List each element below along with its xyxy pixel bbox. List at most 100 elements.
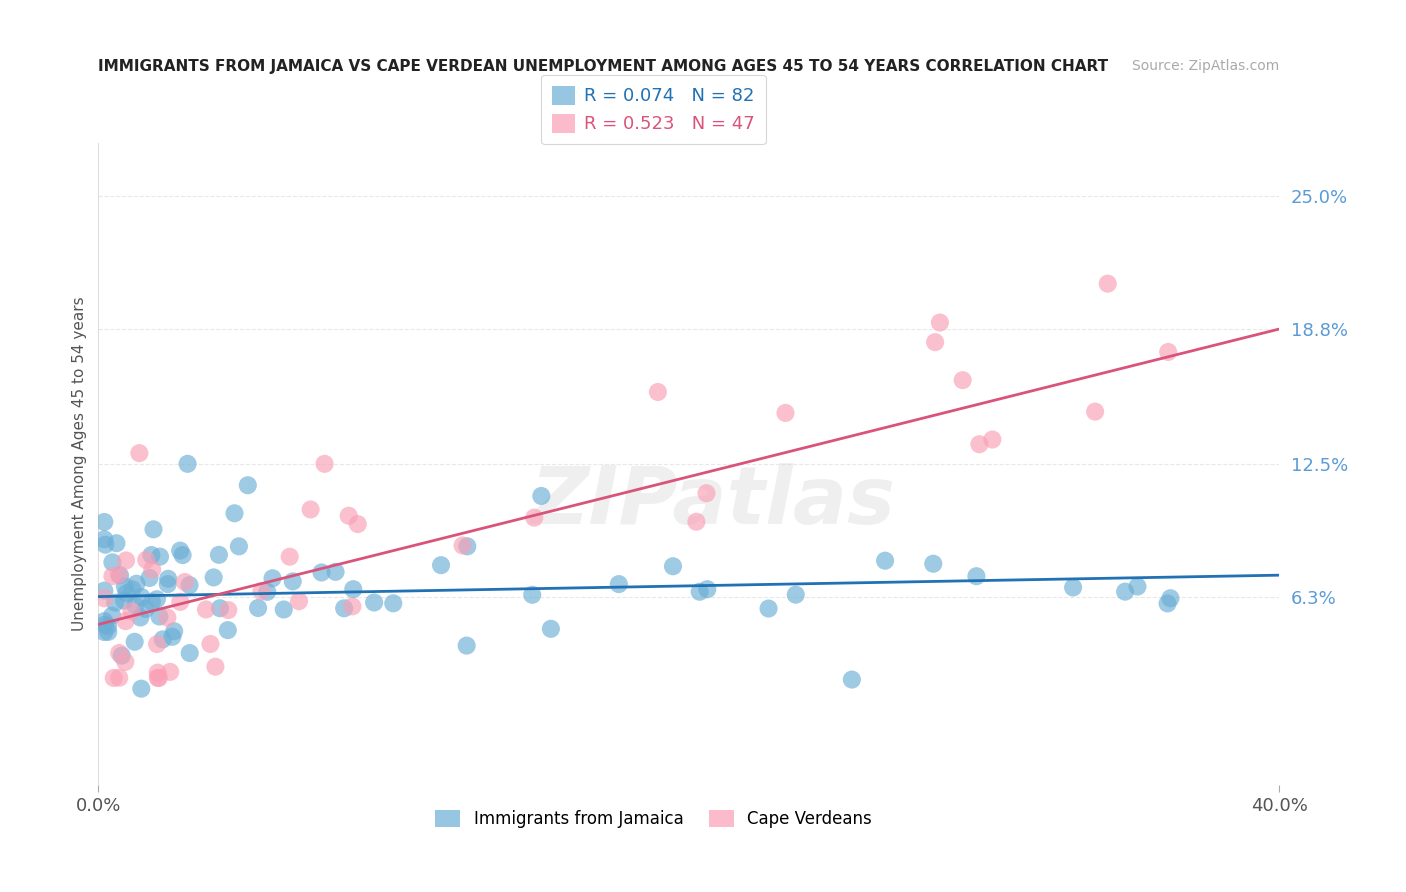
- Point: [217, 623, 239, 637]
- Point: [456, 539, 478, 553]
- Point: [159, 665, 181, 679]
- Point: [1097, 277, 1119, 291]
- Point: [141, 563, 163, 577]
- Point: [101, 608, 124, 623]
- Point: [176, 457, 198, 471]
- Point: [247, 601, 270, 615]
- Point: [689, 584, 711, 599]
- Point: [141, 595, 163, 609]
- Point: [337, 508, 360, 523]
- Point: [124, 599, 146, 613]
- Legend: Immigrants from Jamaica, Cape Verdeans: Immigrants from Jamaica, Cape Verdeans: [429, 803, 879, 834]
- Point: [202, 570, 225, 584]
- Point: [456, 639, 478, 653]
- Point: [135, 602, 157, 616]
- Point: [969, 437, 991, 451]
- Point: [965, 569, 987, 583]
- Point: [121, 604, 143, 618]
- Point: [138, 571, 160, 585]
- Point: [114, 655, 136, 669]
- Point: [875, 554, 897, 568]
- Text: ZIPatlas: ZIPatlas: [530, 463, 896, 541]
- Point: [841, 673, 863, 687]
- Point: [97, 624, 120, 639]
- Point: [1126, 580, 1149, 594]
- Point: [142, 522, 165, 536]
- Point: [288, 594, 311, 608]
- Point: [256, 585, 278, 599]
- Point: [108, 671, 131, 685]
- Point: [111, 648, 134, 663]
- Point: [278, 549, 301, 564]
- Point: [952, 373, 974, 387]
- Point: [93, 591, 115, 606]
- Point: [758, 601, 780, 615]
- Point: [156, 610, 179, 624]
- Point: [146, 637, 169, 651]
- Point: [695, 486, 717, 500]
- Point: [93, 614, 115, 628]
- Point: [342, 599, 364, 614]
- Point: [129, 681, 152, 696]
- Point: [169, 543, 191, 558]
- Y-axis label: Unemployment Among Ages 45 to 54 years: Unemployment Among Ages 45 to 54 years: [72, 296, 87, 632]
- Point: [785, 588, 807, 602]
- Point: [200, 637, 222, 651]
- Point: [157, 572, 180, 586]
- Point: [97, 619, 120, 633]
- Point: [540, 622, 562, 636]
- Point: [333, 601, 356, 615]
- Point: [93, 515, 115, 529]
- Point: [273, 602, 295, 616]
- Point: [662, 559, 685, 574]
- Point: [685, 515, 707, 529]
- Point: [208, 548, 231, 562]
- Point: [382, 596, 405, 610]
- Point: [125, 576, 148, 591]
- Point: [105, 536, 128, 550]
- Point: [162, 630, 184, 644]
- Point: [299, 502, 322, 516]
- Point: [250, 584, 273, 599]
- Point: [104, 596, 127, 610]
- Point: [1114, 584, 1136, 599]
- Point: [141, 548, 163, 562]
- Point: [94, 617, 117, 632]
- Point: [1062, 581, 1084, 595]
- Point: [103, 671, 125, 685]
- Point: [114, 579, 136, 593]
- Point: [204, 659, 226, 673]
- Point: [430, 558, 453, 573]
- Point: [146, 665, 169, 680]
- Point: [146, 592, 169, 607]
- Point: [108, 568, 131, 582]
- Point: [523, 510, 546, 524]
- Point: [152, 632, 174, 647]
- Point: [311, 566, 333, 580]
- Point: [148, 671, 170, 685]
- Point: [224, 506, 246, 520]
- Point: [146, 671, 169, 685]
- Point: [607, 577, 630, 591]
- Point: [163, 624, 186, 639]
- Point: [924, 335, 946, 350]
- Point: [236, 478, 259, 492]
- Point: [228, 539, 250, 553]
- Point: [179, 578, 201, 592]
- Point: [129, 610, 152, 624]
- Point: [174, 574, 197, 589]
- Point: [696, 582, 718, 597]
- Point: [281, 574, 304, 589]
- Point: [128, 446, 150, 460]
- Point: [775, 406, 797, 420]
- Point: [172, 548, 194, 562]
- Point: [530, 489, 553, 503]
- Point: [121, 582, 143, 597]
- Point: [647, 384, 669, 399]
- Point: [93, 533, 115, 547]
- Point: [929, 316, 952, 330]
- Point: [107, 567, 129, 582]
- Point: [148, 609, 170, 624]
- Point: [314, 457, 336, 471]
- Point: [135, 553, 157, 567]
